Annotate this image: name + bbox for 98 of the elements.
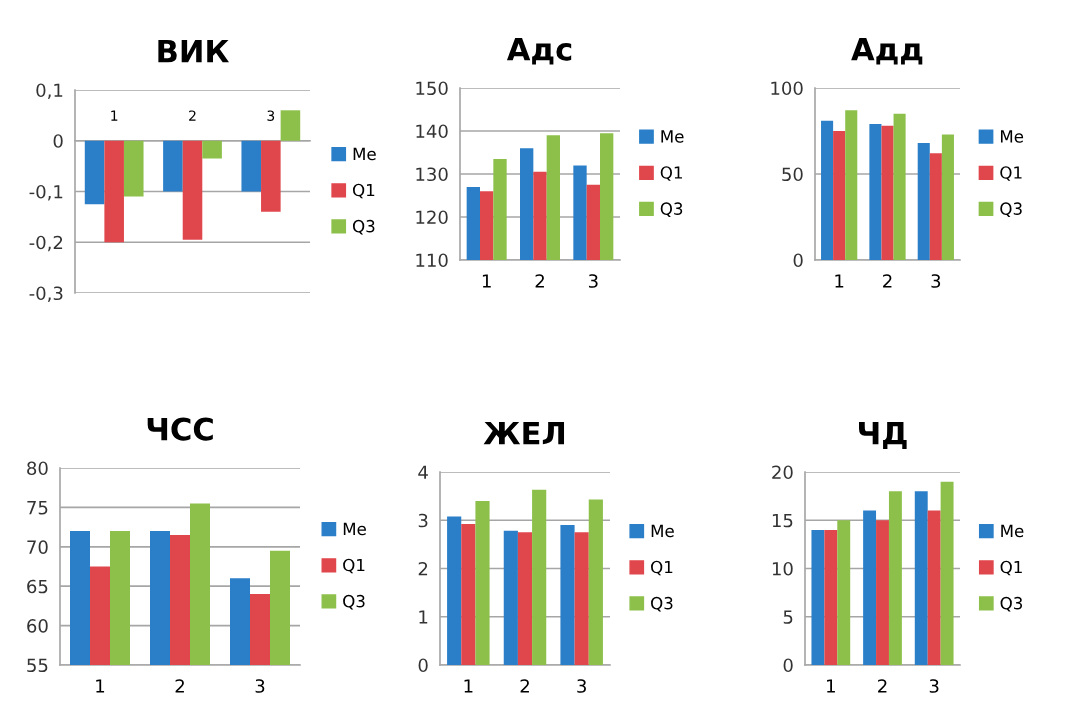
bar <box>845 110 858 260</box>
x-tick-label: 1 <box>111 110 118 121</box>
legend-label: Me <box>661 130 684 143</box>
y-tick-label: 130 <box>416 167 448 182</box>
y-tick-label: 50 <box>782 167 803 182</box>
y-tick-label: 1 <box>419 610 428 624</box>
y-tick-label: 0,1 <box>36 83 63 99</box>
x-tick-label: 2 <box>520 679 529 693</box>
y-tick-label: 70 <box>27 540 48 554</box>
y-tick-label: 15 <box>772 513 793 528</box>
bar <box>941 134 954 260</box>
legend-label: Q3 <box>352 219 375 235</box>
x-tick-label: 3 <box>255 679 265 693</box>
bar <box>821 120 834 260</box>
chart-title: ВИК <box>158 39 229 63</box>
legend-label: Me <box>1000 130 1024 143</box>
x-tick-label: 2 <box>883 274 892 288</box>
bar <box>869 124 882 260</box>
y-tick-label: 110 <box>416 253 448 268</box>
bar <box>560 525 575 665</box>
bar <box>940 481 954 665</box>
chart-title: ЖЕЛ <box>483 421 565 445</box>
y-tick-label: 4 <box>418 465 428 479</box>
legend-label: Me <box>353 147 376 161</box>
y-tick-label: 5 <box>783 610 793 624</box>
x-tick-label: 2 <box>175 679 184 693</box>
legend-label: Q3 <box>343 594 365 610</box>
bar <box>574 532 589 665</box>
bar <box>811 529 825 665</box>
legend-label: Q1 <box>1000 560 1022 576</box>
bar <box>863 510 877 665</box>
y-tick-label: 120 <box>416 210 448 225</box>
bar <box>927 510 941 665</box>
bar <box>833 131 846 260</box>
x-tick-label: 2 <box>535 274 544 288</box>
bar <box>837 520 851 665</box>
y-tick-label: 65 <box>27 579 48 594</box>
legend-label: Q1 <box>343 558 365 574</box>
chart-title: Адд <box>851 37 923 65</box>
bar <box>876 520 889 665</box>
chart-title: ЧД <box>859 421 907 450</box>
y-tick-label: 3 <box>418 513 428 528</box>
legend-label: Me <box>651 524 674 538</box>
legend-label: Q3 <box>1000 596 1023 612</box>
bar <box>517 532 533 665</box>
chart-title: Адс <box>506 37 572 65</box>
x-tick-label: 3 <box>931 274 941 288</box>
x-tick-label: 1 <box>482 274 491 288</box>
bar <box>824 529 838 665</box>
y-tick-label: 75 <box>27 501 48 515</box>
x-tick-label: 3 <box>577 679 586 693</box>
y-tick-label: 150 <box>416 81 448 96</box>
y-tick-label: 55 <box>27 658 48 673</box>
legend-label: Q3 <box>1000 202 1022 217</box>
bar <box>888 491 902 665</box>
y-tick-label: 80 <box>27 461 48 476</box>
y-tick-label: 2 <box>418 561 428 576</box>
y-tick-label: 100 <box>771 81 803 96</box>
x-tick-label: 3 <box>588 274 598 288</box>
y-tick-label: 0 <box>783 658 793 673</box>
y-tick-label: 10 <box>772 561 793 576</box>
y-tick-label: 0 <box>53 134 63 148</box>
bar <box>503 530 518 665</box>
legend-label: Q3 <box>660 202 683 217</box>
x-tick-label: 1 <box>96 679 105 693</box>
x-tick-label: 1 <box>827 679 835 693</box>
bar <box>588 499 603 665</box>
legend-label: Q1 <box>352 183 375 199</box>
bar <box>461 524 476 665</box>
legend-label: Q3 <box>651 596 673 612</box>
bar <box>475 500 490 665</box>
x-tick-label: 3 <box>929 679 939 693</box>
legend-label: Q1 <box>651 560 673 576</box>
x-tick-label: 2 <box>878 679 887 693</box>
bar <box>929 153 942 260</box>
bar <box>881 125 894 260</box>
y-tick-label: 140 <box>416 124 448 139</box>
y-tick-label: 60 <box>27 619 48 633</box>
legend-label: Q1 <box>660 166 682 181</box>
bar <box>532 489 547 665</box>
y-tick-label: -0,2 <box>29 235 63 252</box>
bar <box>917 143 930 260</box>
y-tick-label: 20 <box>772 465 793 480</box>
legend-label: Q1 <box>1000 166 1022 181</box>
legend-label: Me <box>343 522 366 536</box>
bar <box>914 491 928 665</box>
y-tick-label: 0 <box>793 253 803 268</box>
y-tick-label: -0,3 <box>29 286 63 302</box>
x-tick-label: 1 <box>464 679 473 693</box>
x-tick-label: 1 <box>835 274 844 288</box>
x-tick-label: 2 <box>189 110 196 121</box>
legend-label: Me <box>1001 524 1024 538</box>
y-tick-label: 0 <box>418 658 428 673</box>
chart-title: ЧСС <box>147 417 213 441</box>
x-tick-label: 3 <box>267 110 275 121</box>
y-tick-label: -0,1 <box>29 184 63 201</box>
bar <box>893 113 906 260</box>
bar <box>447 516 462 665</box>
